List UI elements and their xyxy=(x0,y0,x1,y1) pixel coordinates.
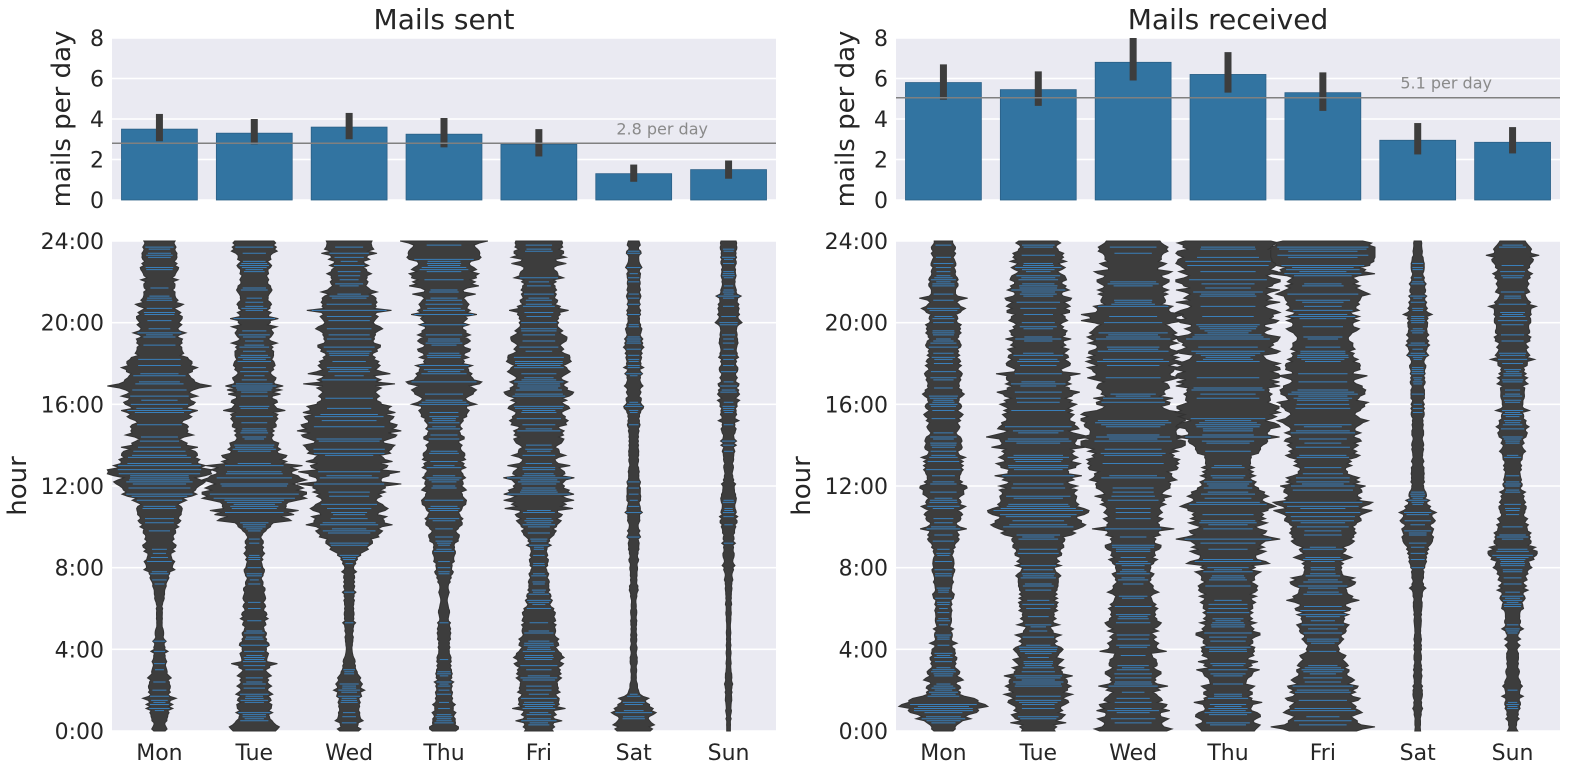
mails-sent-hour-y-tick-label: 4:00 xyxy=(55,638,104,663)
mails-received-hour-y-tick-label: 12:00 xyxy=(825,475,888,500)
mails-received-bar-y-label: mails per day xyxy=(831,31,861,208)
mails-sent-hour-violin-sticks-sun xyxy=(717,248,740,544)
mails-sent-y-tick-label: 8 xyxy=(90,27,104,52)
mails-received-hour-y-tick-label: 8:00 xyxy=(839,557,888,582)
mails-sent-hour-x-tick-tue: Tue xyxy=(234,741,273,766)
mails-received-hour-y-tick-label: 20:00 xyxy=(825,312,888,337)
mails-sent-y-tick-label: 4 xyxy=(90,108,104,133)
mails-received-hour-x-tick-sat: Sat xyxy=(1400,741,1436,766)
mails-sent-violins xyxy=(106,240,743,732)
mails-received-hour-y-tick-label: 24:00 xyxy=(825,230,888,255)
mails-received-bar-panel: 5.1 per day 0 2 4 6 8 Mails received mails p… xyxy=(831,3,1560,214)
mails-received-hour-violin-sticks-sun xyxy=(1492,244,1533,710)
mails-sent-hour-y-tick-label: 0:00 xyxy=(55,720,104,745)
mails-sent-violin-panel: 0:00 4:00 8:00 12:00 16:00 20:00 24:00 Mon Tue W… xyxy=(3,230,776,766)
mails-received-hour-violin-sticks-sat xyxy=(1404,262,1432,569)
mails-received-bars xyxy=(905,38,1551,201)
mails-received-hour-x-tick-wed: Wed xyxy=(1109,741,1157,766)
mails-received-violin-y-label: hour xyxy=(787,456,817,516)
mails-received-violin-x-ticks: Mon Tue Wed Thu Fri Sat Sun xyxy=(920,741,1533,766)
mails-sent-hour-violin-sticks-tue xyxy=(209,246,299,722)
mails-received-violin-panel: 0:00 4:00 8:00 12:00 16:00 20:00 24:00 Mon Tue W… xyxy=(787,230,1560,766)
mails-sent-bar-panel: 2.8 per day 0 2 4 6 8 Mails sent mails per d… xyxy=(47,3,776,214)
mails-sent-hour-violin-wed xyxy=(296,240,402,732)
mails-sent-title: Mails sent xyxy=(374,3,515,36)
mails-sent-violin-y-label: hour xyxy=(3,456,33,516)
mails-sent-hour-violin-sticks-fri xyxy=(506,244,571,726)
mails-sent-y-tick-label: 0 xyxy=(90,189,104,214)
mails-received-hour-violin-tue xyxy=(985,240,1091,732)
mails-sent-y-tick-label: 2 xyxy=(90,149,104,174)
mails-sent-hour-violin-sun xyxy=(714,240,743,732)
mails-received-hour-x-tick-tue: Tue xyxy=(1018,741,1057,766)
mails-sent-hour-y-tick-label: 20:00 xyxy=(41,312,104,337)
mails-received-bar-thu xyxy=(1189,74,1267,201)
mails-received-hour-violin-sticks-thu xyxy=(1184,246,1272,726)
mails-received-y-tick-label: 6 xyxy=(874,68,888,93)
mails-received-title: Mails received xyxy=(1128,3,1328,36)
mails-sent-violin-y-ticks: 0:00 4:00 8:00 12:00 16:00 20:00 24:00 xyxy=(41,230,104,745)
mails-sent-hour-violin-mon xyxy=(106,240,213,732)
mails-sent-hour-y-tick-label: 24:00 xyxy=(41,230,104,255)
mails-received-hour-violin-sticks-mon xyxy=(910,244,977,724)
mails-received-hour-x-tick-sun: Sun xyxy=(1492,741,1534,766)
mails-sent-hour-y-tick-label: 8:00 xyxy=(55,557,104,582)
mails-sent-hour-x-tick-mon: Mon xyxy=(136,741,182,766)
mails-received-hour-violin-sticks-fri xyxy=(1277,246,1369,726)
mails-sent-bars xyxy=(121,112,767,201)
mails-sent-bar-y-ticks: 0 2 4 6 8 xyxy=(90,27,104,214)
mails-sent-hour-y-tick-label: 12:00 xyxy=(41,475,104,500)
mails-sent-hour-violin-sat xyxy=(610,240,658,732)
mails-sent-hour-x-tick-fri: Fri xyxy=(526,741,552,766)
mails-received-violin-y-ticks: 0:00 4:00 8:00 12:00 16:00 20:00 24:00 xyxy=(825,230,888,745)
mails-received-y-tick-label: 8 xyxy=(874,27,888,52)
mails-sent-hour-x-tick-sun: Sun xyxy=(708,741,750,766)
mails-sent-hour-violin-sticks-mon xyxy=(117,246,202,712)
mails-received-hour-x-tick-thu: Thu xyxy=(1206,741,1248,766)
mails-received-hour-violin-sticks-tue xyxy=(993,244,1084,720)
mails-received-bar-wed xyxy=(1094,61,1172,201)
mails-received-hour-violin-sat xyxy=(1397,240,1438,732)
mails-received-y-tick-label: 2 xyxy=(874,149,888,174)
mails-sent-hour-x-tick-wed: Wed xyxy=(325,741,373,766)
mails-received-bar-tue xyxy=(999,89,1077,201)
mails-sent-y-tick-label: 6 xyxy=(90,68,104,93)
mails-received-bar-y-ticks: 0 2 4 6 8 xyxy=(874,27,888,214)
mails-received-hour-x-tick-mon: Mon xyxy=(920,741,966,766)
mails-sent-hour-violin-sticks-thu xyxy=(411,244,477,724)
mails-sent-bar-sat xyxy=(595,173,673,201)
mails-received-violins xyxy=(897,240,1540,732)
mails-received-hour-violin-wed xyxy=(1079,240,1187,732)
mails-sent-hour-violin-sticks-sat xyxy=(615,250,653,720)
mails-received-hour-y-tick-label: 16:00 xyxy=(825,393,888,418)
mails-received-y-tick-label: 4 xyxy=(874,108,888,133)
mails-received-hour-violin-sticks-wed xyxy=(1094,246,1172,724)
mails-received-hour-x-tick-fri: Fri xyxy=(1310,741,1336,766)
mails-received-hour-y-tick-label: 0:00 xyxy=(839,720,888,745)
mails-sent-hour-x-tick-sat: Sat xyxy=(616,741,652,766)
mails-sent-violin-x-ticks: Mon Tue Wed Thu Fri Sat Sun xyxy=(136,741,749,766)
mails-sent-hour-x-tick-thu: Thu xyxy=(422,741,464,766)
mails-received-bar-mon xyxy=(905,82,982,201)
mails-sent-hour-y-tick-label: 16:00 xyxy=(41,393,104,418)
mails-sent-mean-label: 2.8 per day xyxy=(616,119,708,138)
mails-sent-bar-y-label: mails per day xyxy=(47,31,77,208)
mails-received-y-tick-label: 0 xyxy=(874,189,888,214)
mails-received-hour-violin-mon xyxy=(897,240,990,732)
mails-sent-hour-violin-sticks-wed xyxy=(311,246,387,724)
mails-sent-bar-wed xyxy=(310,126,388,201)
mails-received-mean-label: 5.1 per day xyxy=(1400,74,1492,93)
mails-received-hour-y-tick-label: 4:00 xyxy=(839,638,888,663)
